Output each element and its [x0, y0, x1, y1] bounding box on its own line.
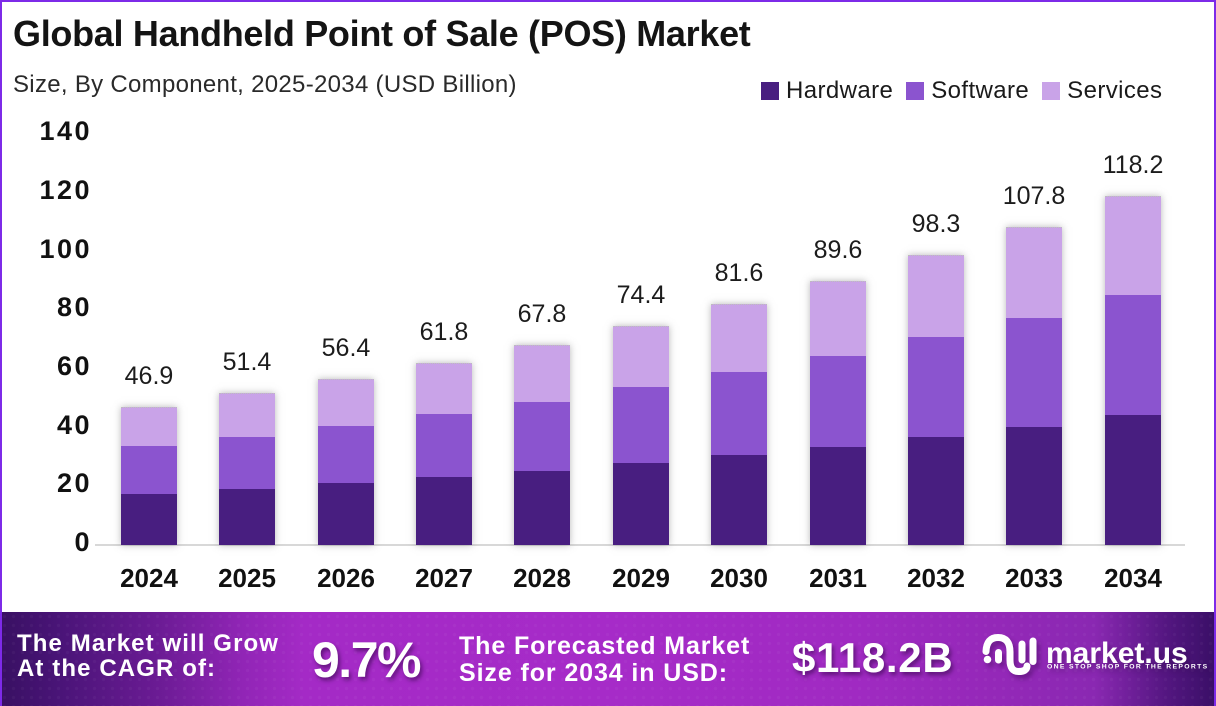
- svg-text:market.us: market.us: [1046, 637, 1188, 670]
- svg-text:ONE STOP SHOP FOR THE REPORTS: ONE STOP SHOP FOR THE REPORTS: [1047, 664, 1209, 671]
